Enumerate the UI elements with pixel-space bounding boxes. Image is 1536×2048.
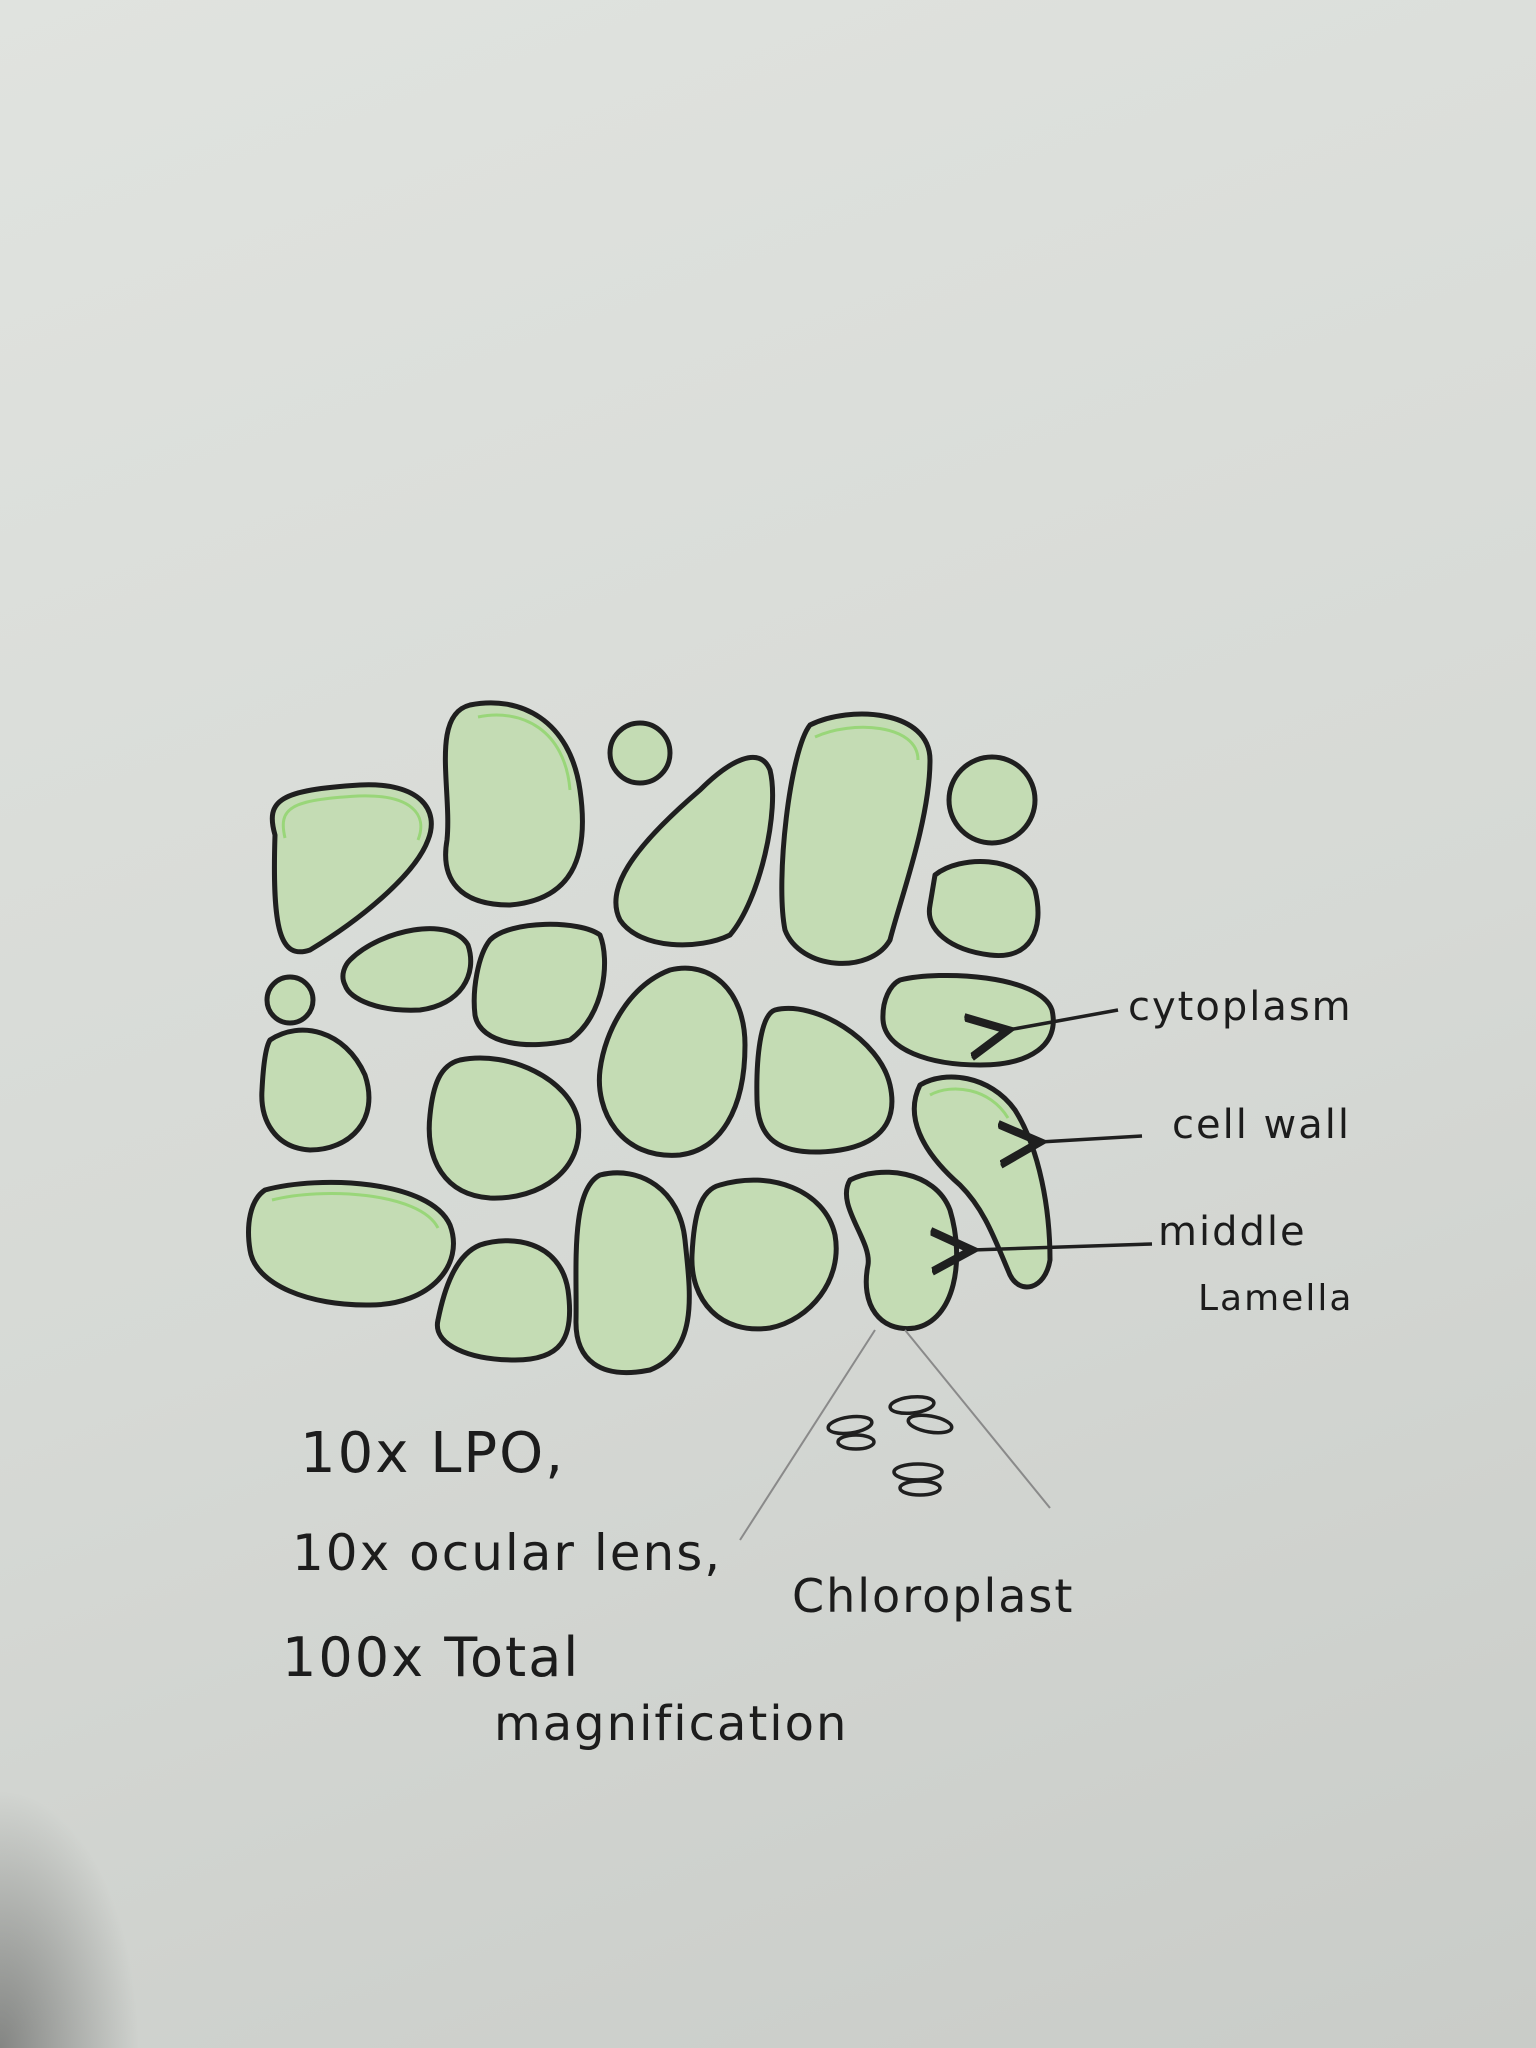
cell <box>426 1055 582 1201</box>
cell-rims <box>271 713 1010 1229</box>
chloroplasts <box>826 1394 954 1497</box>
label-arrows <box>972 1008 1153 1250</box>
chloroplast <box>826 1414 874 1436</box>
note-ocular: 10x ocular lens, <box>292 1524 722 1582</box>
cell <box>946 754 1038 846</box>
label-cytoplasm: cytoplasm <box>1128 984 1353 1030</box>
cell <box>880 972 1056 1068</box>
cell <box>607 720 673 786</box>
cell <box>264 974 316 1026</box>
chloroplast <box>836 1433 876 1451</box>
label-cell-wall: cell wall <box>1172 1102 1351 1148</box>
cell <box>246 1179 456 1308</box>
cell <box>613 754 776 948</box>
cell <box>269 782 434 955</box>
note-objective: 10x LPO, <box>300 1421 565 1486</box>
chloroplast <box>888 1394 936 1416</box>
chloroplast <box>892 1462 944 1482</box>
cell <box>926 859 1041 959</box>
middle-lamella-arrow <box>972 1244 1153 1250</box>
chloroplast <box>898 1479 942 1497</box>
cytoplasm-arrow <box>1008 1008 1119 1030</box>
label-middle: middle <box>1158 1209 1307 1255</box>
cell <box>471 921 607 1048</box>
zoom-lines <box>739 1329 1051 1541</box>
cell-wall-arrow <box>1040 1136 1143 1142</box>
cell <box>843 1169 960 1332</box>
cell <box>434 1238 573 1363</box>
cell <box>689 1177 839 1332</box>
cell <box>259 1027 372 1153</box>
cell <box>596 965 748 1158</box>
note-magnification: magnification <box>494 1696 848 1752</box>
cell <box>442 700 585 908</box>
label-lamella: Lamella <box>1198 1278 1353 1319</box>
cell <box>779 711 933 966</box>
plant-cells <box>246 700 1056 1376</box>
note-total: 100x Total <box>282 1626 580 1689</box>
label-chloroplast: Chloroplast <box>792 1569 1074 1623</box>
cell <box>340 926 474 1013</box>
chloroplast <box>906 1413 954 1435</box>
cell <box>573 1170 692 1376</box>
cell <box>754 1006 895 1155</box>
